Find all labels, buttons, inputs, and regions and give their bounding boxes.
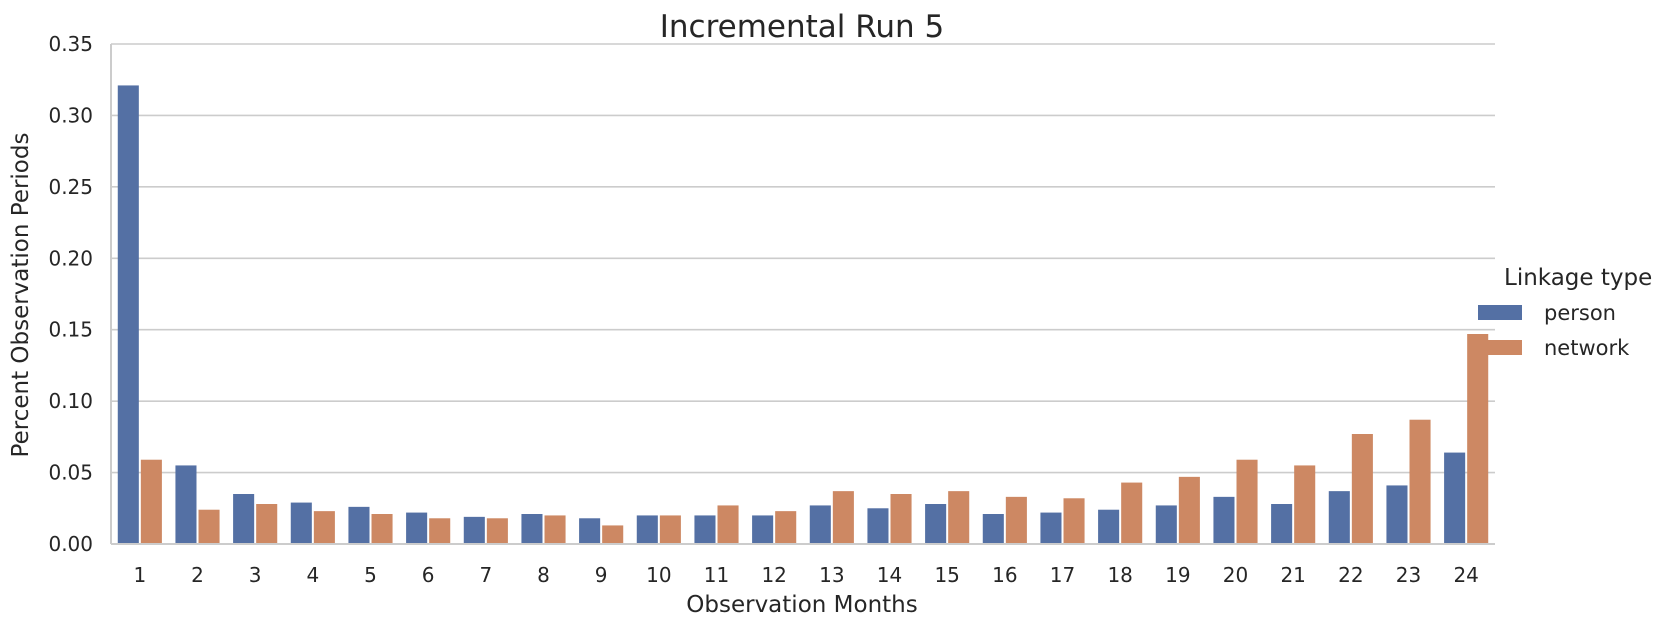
y-tick-labels: 0.00 0.05 0.10 0.15 0.20 0.25 0.30 0.35: [48, 32, 93, 556]
bar-person-12: [752, 515, 774, 544]
x-tick-label: 5: [364, 563, 377, 587]
bar-network-13: [832, 491, 854, 544]
bar-network-9: [602, 525, 624, 544]
legend-label-network: network: [1544, 336, 1630, 360]
y-tick-label: 0.15: [48, 318, 93, 342]
bar-person-6: [406, 512, 428, 544]
x-tick-label: 2: [191, 563, 204, 587]
y-tick-label: 0.35: [48, 32, 93, 56]
bar-person-23: [1386, 485, 1408, 544]
chart-title: Incremental Run 5: [660, 9, 945, 45]
bars: [117, 85, 1489, 544]
legend-label-person: person: [1544, 301, 1616, 325]
y-tick-label: 0.25: [48, 175, 93, 199]
bar-network-6: [429, 518, 451, 544]
bar-person-9: [579, 518, 601, 544]
bar-network-19: [1178, 476, 1200, 544]
bar-network-10: [659, 515, 681, 544]
y-tick-label: 0.30: [48, 103, 93, 127]
bar-person-13: [809, 505, 831, 544]
bar-network-24: [1467, 334, 1489, 544]
bar-network-20: [1236, 459, 1258, 544]
x-tick-label: 13: [819, 563, 844, 587]
bar-person-21: [1271, 504, 1293, 544]
x-tick-label: 4: [306, 563, 319, 587]
bar-person-3: [233, 494, 255, 544]
legend-title: Linkage type: [1504, 265, 1652, 291]
x-tick-label: 9: [595, 563, 608, 587]
bar-network-17: [1063, 498, 1085, 544]
x-tick-label: 15: [934, 563, 959, 587]
x-tick-label: 11: [704, 563, 729, 587]
bar-network-15: [948, 491, 970, 544]
legend: Linkage type person network: [1478, 265, 1652, 360]
bar-network-12: [775, 511, 797, 544]
legend-swatch-network: [1478, 340, 1522, 355]
y-tick-label: 0.00: [48, 532, 93, 556]
bar-network-4: [313, 511, 335, 544]
y-tick-label: 0.20: [48, 246, 93, 270]
bar-person-18: [1098, 509, 1120, 544]
bar-person-2: [175, 465, 197, 544]
bar-person-7: [463, 516, 485, 544]
x-tick-label: 21: [1280, 563, 1305, 587]
bar-person-16: [982, 514, 1004, 544]
bar-network-8: [544, 515, 566, 544]
bar-network-18: [1121, 482, 1143, 544]
bar-person-14: [867, 508, 889, 544]
x-tick-label: 1: [133, 563, 146, 587]
bar-network-11: [717, 505, 739, 544]
bar-network-16: [1005, 496, 1027, 544]
bar-person-20: [1213, 496, 1235, 544]
x-axis-label: Observation Months: [686, 592, 917, 618]
x-tick-label: 16: [992, 563, 1017, 587]
bar-person-1: [117, 85, 139, 544]
x-tick-label: 10: [646, 563, 671, 587]
bar-network-23: [1409, 419, 1431, 544]
x-tick-label: 14: [877, 563, 902, 587]
bar-network-21: [1294, 465, 1316, 544]
bar-network-1: [140, 459, 162, 544]
x-tick-label: 23: [1396, 563, 1421, 587]
legend-swatch-person: [1478, 305, 1522, 320]
y-tick-label: 0.10: [48, 389, 93, 413]
bar-person-15: [925, 504, 947, 544]
bar-person-4: [290, 502, 312, 544]
y-axis-label: Percent Observation Periods: [8, 133, 34, 458]
gridlines: [111, 43, 1495, 474]
bar-person-24: [1444, 452, 1466, 544]
bar-network-3: [256, 504, 278, 544]
bar-person-11: [694, 515, 716, 544]
bar-person-22: [1328, 491, 1350, 544]
x-tick-labels: 1 2 3 4 5 6 7 8 9 10 11 12 13 14 15 16 17 18 19 20 21 22 23 24: [133, 563, 1478, 587]
bar-person-17: [1040, 512, 1062, 544]
bar-network-5: [371, 514, 393, 544]
x-tick-label: 6: [422, 563, 435, 587]
bar-person-5: [348, 506, 370, 544]
x-tick-label: 22: [1338, 563, 1363, 587]
bar-network-14: [890, 494, 912, 544]
x-tick-label: 12: [761, 563, 786, 587]
x-tick-label: 3: [249, 563, 262, 587]
x-tick-label: 19: [1165, 563, 1190, 587]
y-tick-label: 0.05: [48, 461, 93, 485]
x-tick-label: 24: [1453, 563, 1478, 587]
bar-network-7: [486, 518, 508, 544]
x-tick-label: 7: [479, 563, 492, 587]
bar-network-2: [198, 509, 220, 544]
x-tick-label: 20: [1223, 563, 1248, 587]
bar-person-8: [521, 514, 543, 544]
x-tick-label: 8: [537, 563, 550, 587]
bar-network-22: [1351, 434, 1373, 544]
x-tick-label: 17: [1050, 563, 1075, 587]
bar-person-19: [1155, 505, 1177, 544]
x-tick-label: 18: [1107, 563, 1132, 587]
bar-person-10: [636, 515, 658, 544]
